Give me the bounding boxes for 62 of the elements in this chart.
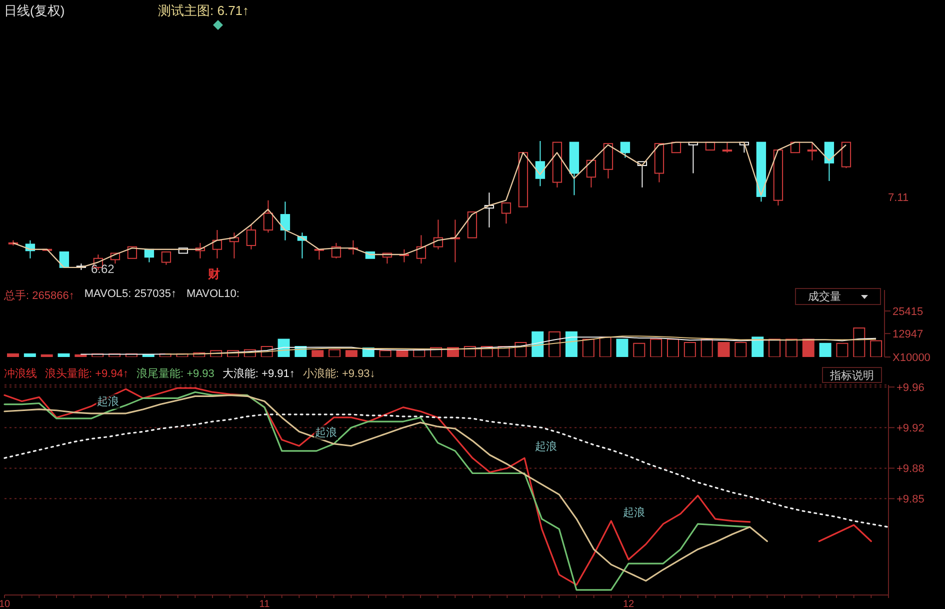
y-tick-label: +9.92 (896, 422, 924, 435)
text: 大浪能: +9.91↑ (222, 366, 295, 381)
text: 指标说明 (822, 367, 882, 383)
series-label: 浪尾量能: +9.93 (136, 366, 214, 381)
candlestick (212, 230, 222, 259)
text: 测试主图: 6.71↑ (158, 2, 250, 20)
y-tick-label: X10000 (892, 352, 930, 364)
annotation: 起浪 (534, 439, 558, 454)
bar (650, 338, 662, 357)
candlestick (280, 201, 290, 241)
x-tick-label: 11 (259, 599, 270, 609)
y-tick-label: 25415 (892, 306, 924, 318)
annotation: 起浪 (314, 425, 338, 440)
chart-title: 冲浪线 (4, 366, 37, 381)
bar (684, 342, 696, 357)
bar (752, 336, 764, 357)
bar (312, 350, 324, 357)
bar (819, 342, 832, 357)
bar (7, 353, 19, 357)
bar (582, 338, 594, 357)
bar (870, 340, 882, 357)
series-label: 浪头量能: +9.94↑ (45, 366, 128, 381)
bar (785, 338, 798, 357)
chart-title: 日线(复权) (4, 2, 65, 20)
bar (599, 336, 612, 357)
y-tick-label: +9.88 (896, 463, 924, 476)
bar (379, 350, 392, 357)
bar (633, 342, 646, 357)
bar (718, 342, 730, 357)
bar (532, 331, 544, 357)
x-tick-label: 10 (0, 599, 10, 609)
text: 7.11 (888, 192, 909, 204)
bar (802, 338, 814, 357)
annotation: 起浪 (96, 394, 120, 409)
bar (58, 353, 70, 357)
annotation: MAVOL10: (186, 288, 240, 302)
bar (616, 338, 628, 357)
bar (734, 342, 747, 357)
annotation: 起浪 (622, 505, 646, 520)
annotation: MAVOL5: 257035↑ (84, 288, 176, 302)
bar (667, 338, 679, 357)
y-tick-label: +9.85 (896, 494, 924, 506)
line-series (4, 414, 890, 528)
y-tick-label: 12947 (892, 328, 924, 340)
bar (40, 354, 53, 357)
x-tick-label: 12 (622, 599, 634, 609)
bar (565, 331, 578, 357)
bar (548, 331, 561, 357)
bar (396, 350, 408, 357)
y-tick-label: +9.96 (896, 382, 924, 394)
annotation: 6.62 (91, 262, 114, 276)
annotation: 成交量 (808, 290, 841, 304)
annotation: 财 (208, 266, 220, 283)
annotation: 总手: 265866↑ (4, 289, 74, 303)
bar (24, 353, 36, 357)
bar (345, 350, 358, 357)
bar (700, 338, 713, 357)
bar (836, 342, 848, 357)
bar (853, 328, 866, 357)
text: 小浪能: +9.93↓ (302, 366, 376, 381)
bar (328, 349, 341, 357)
bar (768, 338, 781, 357)
